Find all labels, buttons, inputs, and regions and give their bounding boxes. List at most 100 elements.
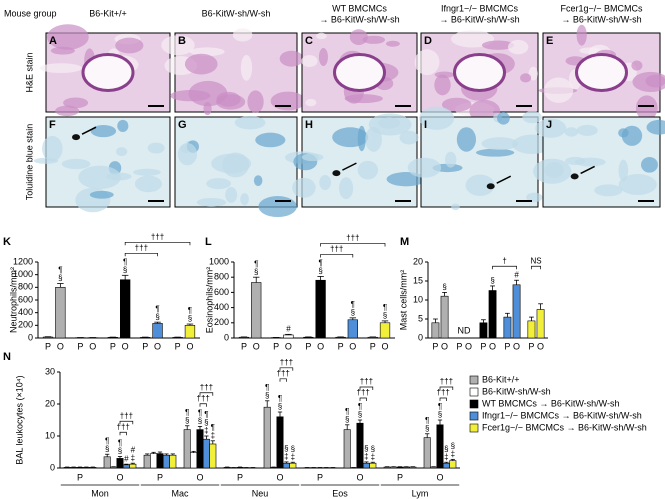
x-tick-label: O: [349, 341, 356, 351]
x-tick-label: P: [110, 341, 116, 351]
legend-label: Ifngr1−/− BMCMCs → B6-KitW-sh/W-sh: [482, 410, 642, 420]
significance-symbol: §: [444, 444, 448, 453]
tissue-texture: [189, 47, 225, 57]
bar: [289, 462, 297, 469]
tissue-texture: [184, 53, 218, 75]
tissue-texture: [117, 119, 129, 133]
tissue-texture: [618, 159, 629, 182]
tissue-texture: [318, 48, 328, 67]
significance-symbol: §: [278, 402, 282, 411]
x-tick-label: O: [513, 341, 520, 351]
bar: [152, 323, 163, 339]
tissue-texture: [50, 46, 75, 55]
x-tick-label: O: [116, 472, 123, 482]
tissue-texture: [301, 153, 324, 162]
bar: [42, 336, 54, 339]
tissue-texture: [368, 113, 412, 136]
bar: [184, 325, 196, 339]
tissue-texture: [399, 130, 419, 145]
x-tick-label: O: [317, 341, 324, 351]
tissue-texture: [206, 178, 231, 190]
bar: [162, 454, 170, 469]
y-axis-label: Neutrophils/mm²: [8, 267, 18, 333]
y-tick-label: 30: [45, 366, 55, 376]
group-label: Neu: [252, 488, 269, 498]
tissue-texture: [520, 73, 532, 83]
tissue-texture: [385, 40, 400, 47]
group-header: B6-KitW-sh/W-sh: [202, 8, 271, 18]
y-axis-label: Eosinophils/mm²: [204, 267, 214, 334]
legend-swatch: [469, 411, 479, 421]
significance-symbol: ¶: [105, 436, 109, 445]
bracket-label: †††: [440, 377, 453, 386]
tissue-texture: [33, 157, 59, 164]
y-tick-label: 10: [413, 294, 423, 304]
mast-cell: [570, 173, 579, 180]
x-tick-label: P: [456, 341, 462, 351]
x-tick-label: P: [273, 341, 279, 351]
significance-symbol: §: [123, 265, 127, 274]
bar: [103, 456, 111, 469]
row-label: Toluidine blue stain: [24, 124, 34, 201]
tissue-texture: [196, 197, 227, 207]
bar: [527, 320, 536, 339]
tissue-texture: [211, 153, 252, 174]
bar: [119, 279, 131, 339]
panel-letter: G: [178, 119, 187, 131]
tissue-texture: [434, 74, 451, 96]
significance-symbol: ¶: [345, 407, 349, 416]
significance-symbol: §: [265, 391, 269, 400]
significance-symbol: ¶: [204, 410, 208, 419]
x-tick-label: P: [77, 341, 83, 351]
tissue-texture: [507, 39, 529, 55]
x-tick-label: P: [157, 472, 163, 482]
significance-bracket: [124, 241, 191, 246]
panel-letter: L: [205, 236, 212, 248]
tissue-texture: [564, 127, 579, 137]
x-tick-label: O: [154, 341, 161, 351]
significance-symbol: ¶: [118, 439, 122, 448]
significance-bracket: [439, 397, 447, 401]
tissue-texture: [270, 91, 306, 111]
bar: [379, 322, 391, 339]
tissue-texture: [258, 196, 297, 218]
bracket-label: †††: [330, 245, 343, 254]
bracket-label: †††: [135, 243, 148, 252]
significance-symbol: ¶: [185, 408, 189, 417]
x-tick-label: P: [370, 341, 376, 351]
tissue-texture: [635, 95, 658, 121]
tissue-texture: [216, 94, 246, 110]
y-tick-label: 10: [45, 430, 55, 440]
panel-letter: K: [3, 236, 11, 248]
bracket-label: †††: [277, 369, 290, 378]
tissue-texture: [544, 77, 574, 103]
significance-symbol: §: [318, 267, 322, 276]
y-tick-label: 20: [45, 398, 55, 408]
panel-letter: F: [49, 119, 56, 131]
tissue-texture: [579, 47, 602, 54]
x-tick-label: O: [89, 341, 96, 351]
airway: [81, 53, 135, 92]
bar: [122, 464, 130, 469]
bracket-label: †††: [280, 358, 293, 367]
y-tick-label: 0: [418, 332, 423, 342]
bar: [303, 336, 314, 339]
significance-symbol: §: [425, 424, 429, 433]
bar: [55, 287, 66, 339]
significance-symbol: §: [451, 441, 455, 450]
bar: [238, 336, 250, 339]
tissue-texture: [90, 125, 117, 138]
x-tick-label: P: [397, 472, 403, 482]
significance-symbol: §: [155, 312, 159, 321]
panel-letter: D: [424, 35, 432, 47]
bar: [362, 462, 370, 469]
tissue-texture: [147, 142, 165, 154]
tissue-texture: [89, 190, 114, 199]
significance-symbol: ¶: [278, 394, 282, 403]
x-tick-label: P: [338, 341, 344, 351]
tissue-texture: [441, 97, 472, 112]
y-tick-label: 200: [18, 320, 33, 330]
tissue-texture: [349, 29, 368, 45]
x-tick-label: O: [356, 472, 363, 482]
